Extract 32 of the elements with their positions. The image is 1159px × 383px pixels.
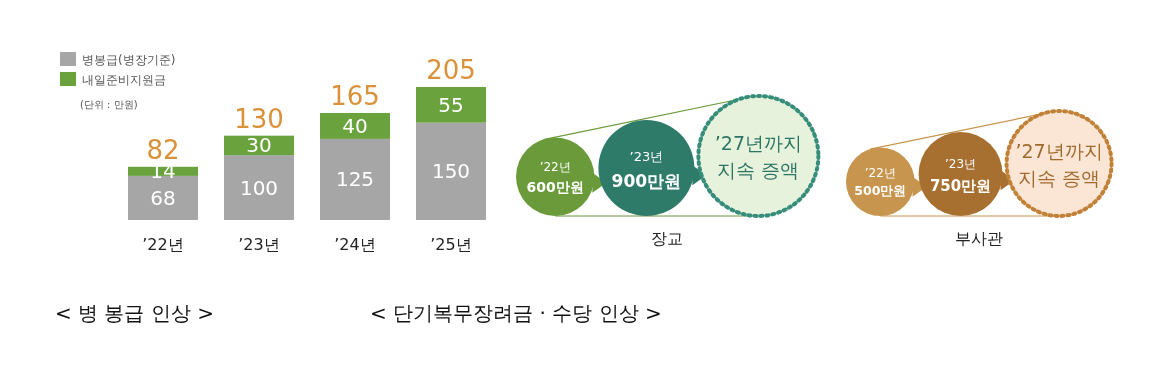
data-label: 150: [431, 159, 471, 184]
data-label: 125: [335, 167, 375, 192]
category-label: ’27년까지 지속 증액: [714, 132, 802, 181]
x-tick-label: ’22년: [142, 235, 184, 254]
data-label: 900만원: [611, 171, 682, 192]
category-label: ’27년까지 지속 증액: [1015, 139, 1103, 189]
text: 장교: [651, 229, 684, 248]
data-label: 30: [246, 133, 272, 158]
text: < 병 봉급 인상 >: [55, 301, 214, 325]
x-tick-label: ’23년: [238, 235, 280, 254]
category-label: ’22년: [864, 165, 896, 180]
data-label: 40: [342, 113, 368, 138]
total-label: 205: [426, 55, 476, 85]
total-label: 82: [146, 134, 180, 165]
x-tick-label: ’24년: [334, 235, 376, 254]
data-label: 750만원: [929, 176, 992, 195]
text: 부사관: [954, 229, 1003, 248]
annotation: (단위 : 만원): [80, 99, 138, 110]
text: < 단기복무장려금 · 수당 인상 >: [370, 301, 662, 325]
category-label: ’22년: [539, 159, 571, 174]
legend-label: 병봉급(병장기준): [82, 53, 176, 67]
total-label: 165: [330, 80, 380, 111]
total-label: 130: [234, 103, 284, 134]
data-label: 500만원: [854, 183, 907, 199]
data-label: 55: [438, 92, 464, 117]
legend-label: 내일준비지원금: [82, 73, 166, 87]
x-tick-label: ’25년: [430, 235, 472, 254]
data-label: 600만원: [526, 179, 584, 196]
category-label: ’23년: [629, 148, 664, 164]
data-label: 100: [239, 175, 279, 200]
data-label: 68: [150, 185, 176, 210]
category-label: ’23년: [945, 156, 977, 171]
